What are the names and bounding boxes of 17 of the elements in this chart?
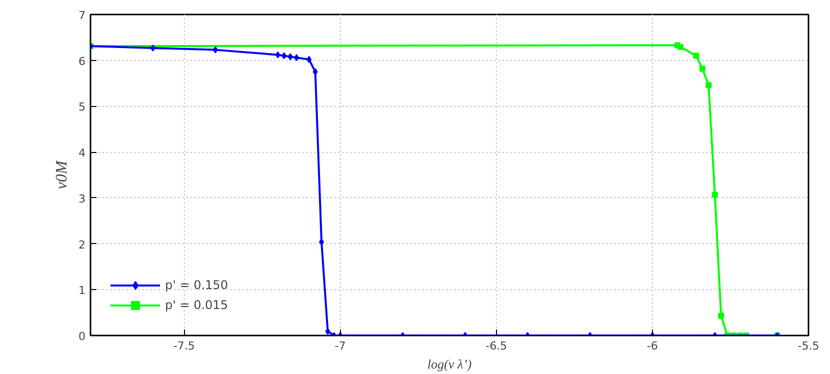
y-axis-title: v0M <box>54 159 70 190</box>
y-tick-label: 4 <box>78 146 86 160</box>
legend-label: p' = 0.150 <box>165 278 228 292</box>
y-tick-label: 0 <box>78 330 86 343</box>
x-tick-label: -5.5 <box>798 340 820 352</box>
x-axis-title: log(ν λ’) <box>427 356 472 372</box>
y-tick-label: 7 <box>78 9 86 22</box>
legend-label: p' = 0.015 <box>165 298 228 312</box>
y-tick-label: 3 <box>78 192 86 206</box>
y-tick-label: 2 <box>78 238 86 252</box>
y-tick-label: 1 <box>78 284 86 298</box>
y-tick-label: 5 <box>78 100 86 114</box>
x-tick-label: -6 <box>646 340 658 352</box>
y-tick-label: 6 <box>78 54 86 68</box>
x-tick-label: -6.5 <box>486 340 508 352</box>
x-tick-label: -7 <box>334 340 346 352</box>
x-tick-label: -7.5 <box>173 340 195 352</box>
